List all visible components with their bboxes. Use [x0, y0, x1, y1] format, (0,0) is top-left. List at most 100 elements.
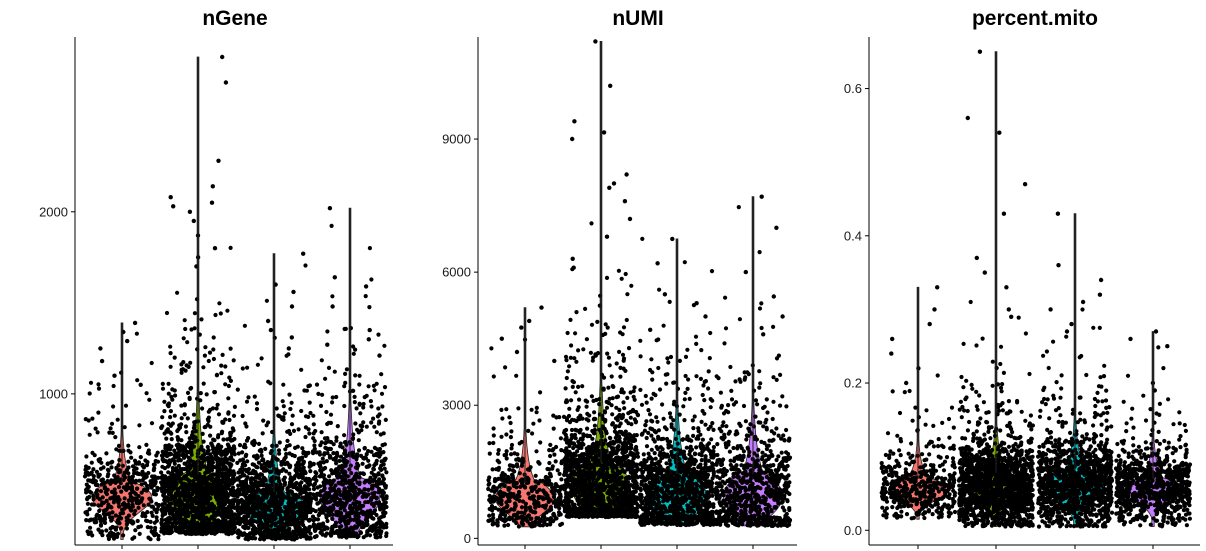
data-point [635, 454, 641, 459]
data-point [107, 430, 112, 435]
data-point [160, 386, 166, 391]
data-point [211, 347, 216, 352]
data-point [348, 482, 354, 487]
data-point [245, 468, 250, 473]
data-point [499, 477, 504, 482]
data-point [284, 469, 289, 474]
data-point [303, 478, 308, 483]
data-point [300, 495, 305, 500]
data-point [203, 345, 208, 350]
data-point [135, 378, 140, 383]
data-point [352, 394, 357, 399]
data-point [589, 221, 594, 226]
data-point [538, 390, 543, 395]
data-point [83, 510, 88, 515]
data-point [106, 533, 111, 538]
data-point [119, 489, 124, 494]
data-point [139, 482, 144, 487]
data-point [226, 473, 231, 478]
data-point [208, 521, 213, 526]
data-point [159, 517, 164, 522]
data-point [231, 502, 236, 507]
data-point [334, 438, 339, 443]
data-point [115, 534, 120, 540]
data-point [500, 416, 505, 421]
data-point [231, 446, 236, 451]
data-point [311, 486, 317, 492]
data-point [240, 366, 245, 371]
data-point [206, 491, 211, 496]
data-point [242, 531, 247, 536]
data-point [342, 451, 347, 456]
data-point [278, 501, 283, 506]
data-point [245, 475, 250, 480]
data-point [504, 505, 509, 510]
data-point [271, 494, 277, 499]
data-point [210, 457, 216, 462]
data-point [559, 477, 564, 482]
data-point [372, 424, 377, 429]
data-point [358, 423, 363, 428]
data-point [255, 495, 261, 500]
data-point [536, 494, 541, 499]
data-point [174, 486, 179, 491]
data-point [231, 413, 237, 418]
data-point [258, 480, 263, 485]
data-point [126, 459, 131, 464]
data-point [220, 499, 225, 504]
data-point [369, 277, 374, 282]
data-point [176, 503, 182, 508]
data-point [306, 427, 311, 432]
data-point [534, 405, 539, 410]
data-point [251, 510, 256, 515]
data-point [185, 390, 191, 395]
data-point [343, 514, 348, 519]
data-point [150, 513, 155, 519]
data-point [243, 454, 248, 459]
data-point [341, 528, 346, 533]
data-point [381, 431, 386, 436]
data-point [335, 424, 340, 429]
data-point [242, 442, 247, 447]
data-point [127, 485, 132, 490]
data-point [132, 511, 137, 517]
data-point [280, 529, 285, 534]
outlier-point [301, 251, 306, 256]
data-point [86, 472, 91, 477]
data-point [517, 441, 522, 446]
data-point [175, 435, 180, 440]
data-point [324, 409, 329, 415]
data-point [199, 500, 204, 505]
data-point [379, 372, 384, 377]
data-point [517, 471, 522, 476]
data-point [351, 344, 356, 349]
outlier-point [286, 346, 291, 351]
data-point [182, 446, 188, 451]
data-point [183, 368, 188, 373]
data-point [330, 529, 335, 534]
data-point [144, 463, 150, 468]
data-point [269, 469, 274, 474]
data-point [236, 498, 241, 503]
data-point [146, 470, 151, 476]
outlier-point [514, 349, 520, 355]
outlier-point [125, 338, 130, 344]
data-point [96, 503, 101, 508]
data-point [280, 399, 285, 404]
data-point [304, 508, 309, 513]
data-point [219, 487, 224, 492]
data-point [626, 346, 632, 351]
data-point [502, 523, 507, 528]
data-point [343, 522, 349, 527]
data-point [240, 473, 245, 478]
data-point [100, 517, 105, 522]
data-point [502, 453, 507, 458]
data-point [618, 374, 623, 379]
data-point [267, 504, 272, 509]
outlier-point [325, 342, 330, 347]
data-point [339, 524, 344, 529]
data-point [324, 500, 329, 505]
data-point [365, 512, 370, 518]
outlier-point [366, 337, 371, 342]
data-point [592, 410, 597, 415]
